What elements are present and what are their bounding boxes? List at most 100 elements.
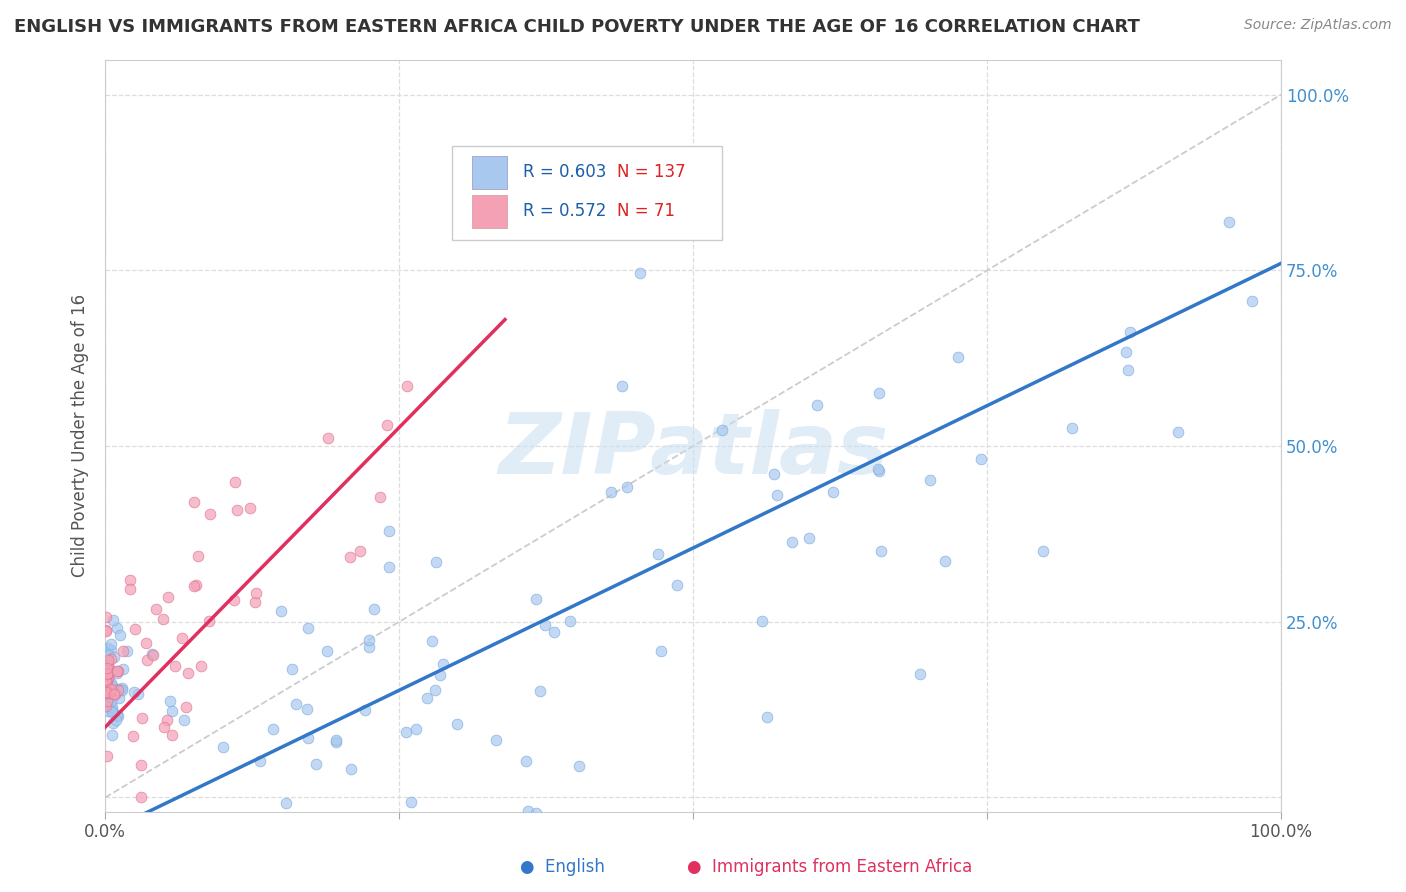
Point xyxy=(97,666,120,681)
Point xyxy=(153,720,176,734)
Point xyxy=(94,663,117,677)
Point xyxy=(107,681,129,696)
Point xyxy=(107,664,129,678)
Point xyxy=(558,614,581,628)
Point xyxy=(156,590,179,604)
Point xyxy=(211,739,233,754)
Point xyxy=(105,666,128,681)
Point xyxy=(94,681,117,695)
Point xyxy=(110,682,132,697)
Point xyxy=(869,385,891,400)
Point xyxy=(100,679,122,693)
Point xyxy=(184,578,207,592)
Point xyxy=(780,535,803,549)
Point xyxy=(297,731,319,745)
Point xyxy=(1167,425,1189,439)
Text: R = 0.572: R = 0.572 xyxy=(523,202,606,220)
Point xyxy=(129,758,152,772)
Point xyxy=(666,578,689,592)
Point xyxy=(186,825,208,839)
Point xyxy=(868,464,890,478)
Point xyxy=(363,602,385,616)
Point xyxy=(100,643,122,657)
Point xyxy=(183,495,205,509)
Point xyxy=(101,704,124,718)
Point xyxy=(141,647,163,661)
Point xyxy=(628,266,651,280)
Point xyxy=(446,717,468,731)
Point xyxy=(152,612,174,626)
Point xyxy=(1060,421,1083,435)
Point xyxy=(515,754,537,768)
Point xyxy=(97,658,120,673)
Point xyxy=(94,674,117,689)
Point xyxy=(124,622,146,636)
Point xyxy=(98,698,121,713)
Point xyxy=(94,668,117,682)
Point xyxy=(908,666,931,681)
Point xyxy=(174,699,197,714)
Point xyxy=(599,485,621,500)
Point xyxy=(135,636,157,650)
Point xyxy=(340,763,363,777)
Point xyxy=(763,467,786,482)
Point xyxy=(104,713,127,727)
Text: ZIPatlas: ZIPatlas xyxy=(498,409,889,492)
Point xyxy=(432,657,454,672)
Point xyxy=(101,715,124,730)
Point xyxy=(111,643,134,657)
Point xyxy=(610,378,633,392)
Point xyxy=(946,350,969,364)
Point xyxy=(96,666,118,681)
Point xyxy=(96,687,118,701)
Point xyxy=(295,702,318,716)
Point xyxy=(751,614,773,628)
Point xyxy=(103,687,125,701)
Point xyxy=(243,595,266,609)
Point xyxy=(368,490,391,504)
Point xyxy=(568,758,591,772)
Point xyxy=(94,623,117,637)
Point xyxy=(101,689,124,703)
Point xyxy=(354,703,377,717)
Point xyxy=(401,795,423,809)
Point xyxy=(316,431,339,445)
Point xyxy=(1116,362,1139,376)
Point xyxy=(918,473,941,487)
Point xyxy=(274,796,297,810)
Point xyxy=(97,682,120,697)
Point xyxy=(485,732,508,747)
Point xyxy=(249,754,271,768)
Point xyxy=(117,643,139,657)
Point xyxy=(96,681,118,696)
Point xyxy=(420,634,443,648)
Point xyxy=(866,461,889,475)
Point xyxy=(97,671,120,685)
Text: N = 137: N = 137 xyxy=(617,163,685,181)
Point xyxy=(543,624,565,639)
Point xyxy=(870,544,893,558)
Point xyxy=(797,532,820,546)
Point xyxy=(96,610,118,624)
Point xyxy=(101,728,124,742)
Point xyxy=(806,399,828,413)
Point xyxy=(135,652,157,666)
Point xyxy=(96,748,118,763)
Point xyxy=(98,661,121,675)
Point xyxy=(96,624,118,638)
Text: N = 71: N = 71 xyxy=(617,202,675,220)
Point xyxy=(100,637,122,651)
Point xyxy=(97,665,120,680)
Point xyxy=(96,668,118,682)
Point xyxy=(304,757,326,772)
Point xyxy=(105,664,128,678)
Point xyxy=(425,555,447,569)
Point xyxy=(96,698,118,712)
Point xyxy=(100,694,122,708)
Point xyxy=(101,703,124,717)
Point xyxy=(101,679,124,693)
Point xyxy=(516,804,538,818)
Point xyxy=(224,475,246,489)
Point xyxy=(96,680,118,694)
Point xyxy=(96,693,118,707)
